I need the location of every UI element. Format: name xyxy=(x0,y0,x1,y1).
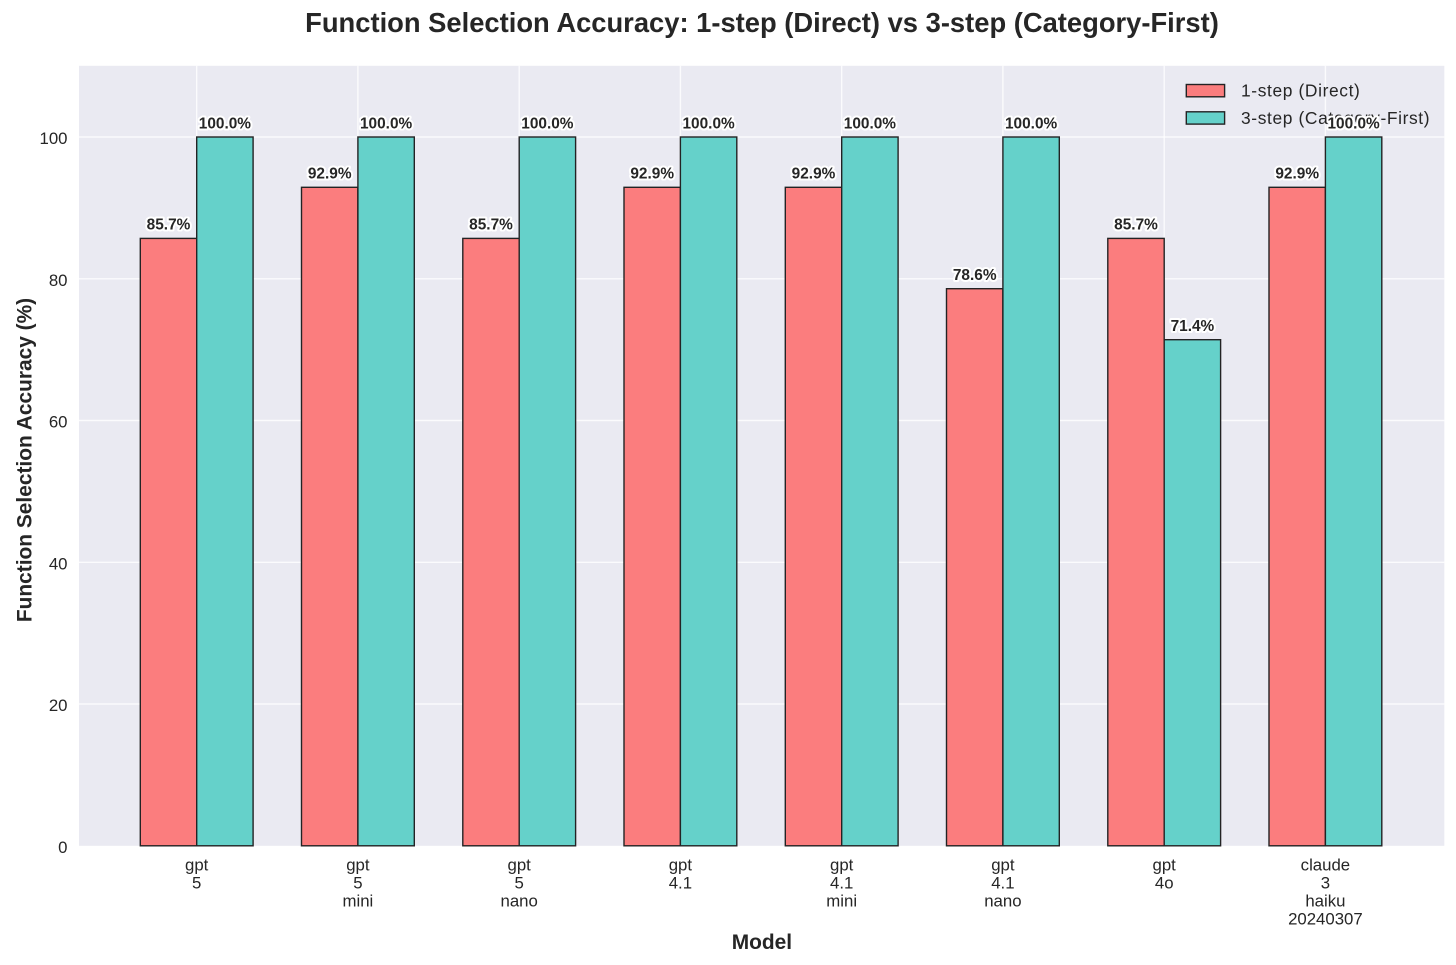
svg-text:100.0%: 100.0% xyxy=(521,115,574,132)
svg-text:5: 5 xyxy=(353,874,362,893)
svg-text:20240307: 20240307 xyxy=(1288,909,1363,928)
svg-text:4.1: 4.1 xyxy=(830,874,853,893)
svg-text:92.9%: 92.9% xyxy=(630,166,674,183)
svg-text:40: 40 xyxy=(49,554,68,573)
svg-text:100.0%: 100.0% xyxy=(844,115,897,132)
svg-text:92.9%: 92.9% xyxy=(1275,166,1319,183)
svg-text:1-step (Direct): 1-step (Direct) xyxy=(1241,81,1360,101)
svg-text:4o: 4o xyxy=(1155,874,1174,893)
svg-text:92.9%: 92.9% xyxy=(792,166,836,183)
svg-text:3-step (Category-First): 3-step (Category-First) xyxy=(1241,108,1430,128)
svg-text:80: 80 xyxy=(49,271,68,290)
svg-text:92.9%: 92.9% xyxy=(308,166,352,183)
svg-text:haiku: haiku xyxy=(1305,892,1345,911)
svg-text:gpt: gpt xyxy=(346,856,370,875)
svg-text:100.0%: 100.0% xyxy=(1005,115,1058,132)
svg-text:4.1: 4.1 xyxy=(991,874,1014,893)
svg-text:gpt: gpt xyxy=(1153,856,1177,875)
svg-text:nano: nano xyxy=(984,892,1021,911)
svg-text:100.0%: 100.0% xyxy=(360,115,413,132)
svg-text:85.7%: 85.7% xyxy=(147,217,191,234)
svg-text:Function Selection Accuracy: 1: Function Selection Accuracy: 1-step (Dir… xyxy=(305,7,1219,38)
svg-text:71.4%: 71.4% xyxy=(1171,318,1215,335)
svg-text:gpt: gpt xyxy=(669,856,693,875)
svg-text:mini: mini xyxy=(826,892,857,911)
svg-text:0: 0 xyxy=(58,838,67,857)
svg-text:gpt: gpt xyxy=(830,856,854,875)
svg-text:gpt: gpt xyxy=(991,856,1015,875)
svg-text:gpt: gpt xyxy=(508,856,532,875)
svg-text:mini: mini xyxy=(343,892,374,911)
svg-text:3: 3 xyxy=(1321,874,1330,893)
svg-text:100: 100 xyxy=(40,129,68,148)
svg-text:gpt: gpt xyxy=(185,856,209,875)
svg-text:nano: nano xyxy=(501,892,538,911)
svg-text:100.0%: 100.0% xyxy=(682,115,735,132)
svg-text:100.0%: 100.0% xyxy=(199,115,252,132)
svg-text:4.1: 4.1 xyxy=(669,874,692,893)
svg-text:5: 5 xyxy=(192,874,201,893)
svg-text:20: 20 xyxy=(49,696,68,715)
svg-text:5: 5 xyxy=(515,874,524,893)
svg-text:85.7%: 85.7% xyxy=(1114,217,1158,234)
svg-text:85.7%: 85.7% xyxy=(469,217,513,234)
svg-text:claude: claude xyxy=(1301,856,1350,875)
svg-text:Function Selection Accuracy (%: Function Selection Accuracy (%) xyxy=(14,298,37,622)
svg-text:Model: Model xyxy=(732,931,792,954)
svg-text:60: 60 xyxy=(49,413,68,432)
svg-text:100.0%: 100.0% xyxy=(1327,115,1380,132)
svg-text:78.6%: 78.6% xyxy=(953,267,997,284)
